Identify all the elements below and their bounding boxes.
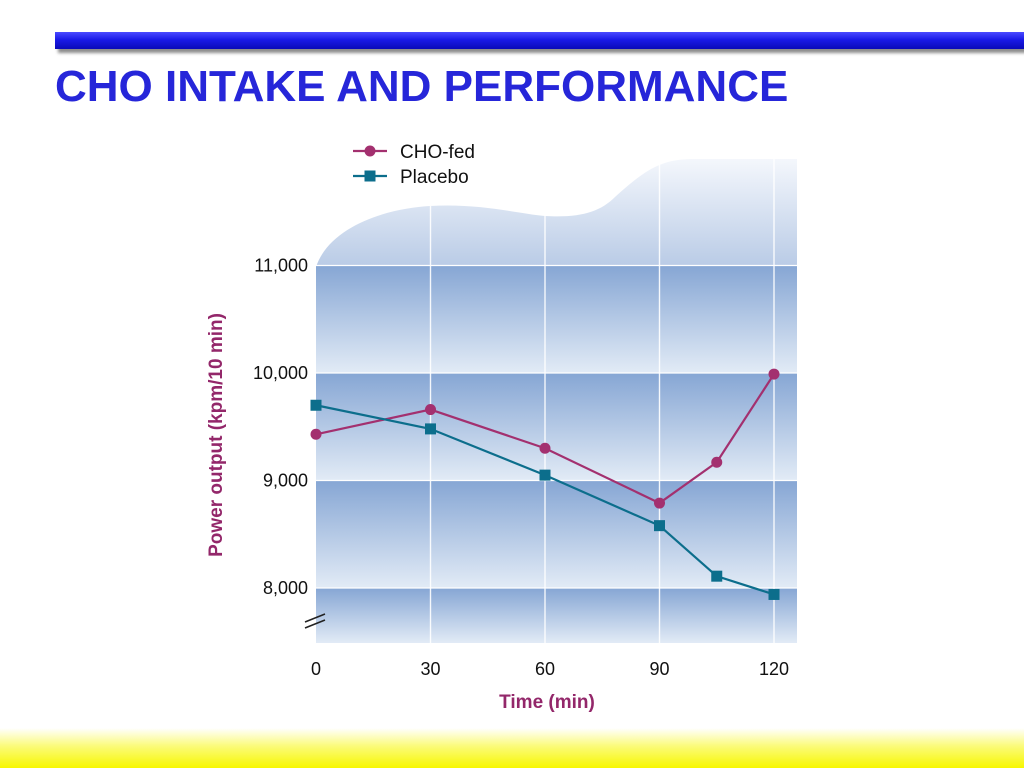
plot-band	[316, 265, 797, 373]
legend-marker	[364, 145, 376, 157]
x-tick-label: 90	[649, 659, 669, 679]
series-line	[315, 404, 775, 596]
legend-label: Placebo	[400, 167, 469, 188]
series-layer	[310, 368, 780, 600]
plot-band	[316, 373, 797, 481]
x-axis-title: Time (min)	[499, 692, 595, 713]
slide-title: CHO INTAKE AND PERFORMANCE	[55, 62, 789, 111]
data-point	[425, 423, 436, 435]
data-point	[711, 456, 723, 468]
legend-marker	[364, 170, 376, 182]
data-point	[768, 588, 780, 600]
x-tick-label: 60	[535, 659, 555, 679]
y-tick-label: 9,000	[263, 471, 308, 491]
x-tick-label: 120	[759, 659, 789, 679]
legend: CHO-fed Placebo	[353, 142, 475, 188]
legend-label: CHO-fed	[400, 142, 475, 163]
x-tick-label: 30	[420, 659, 440, 679]
axis-break-stroke	[304, 619, 326, 629]
title-rule-bar	[55, 32, 1024, 49]
plot-background	[316, 159, 797, 643]
plot-band	[316, 480, 797, 588]
series-line	[315, 373, 775, 505]
data-point	[711, 570, 723, 582]
y-axis-title: Power output (kpm/10 min)	[206, 313, 227, 557]
x-axis-tick-labels: 0 30 60 90 120	[311, 659, 789, 679]
x-tick-label: 0	[311, 659, 321, 679]
data-point	[310, 399, 322, 411]
plot-band	[316, 588, 797, 643]
data-point	[539, 442, 551, 454]
data-point	[654, 520, 665, 532]
data-point	[310, 428, 322, 440]
y-tick-label: 10,000	[253, 363, 308, 383]
data-point	[425, 404, 436, 416]
y-tick-label: 8,000	[263, 578, 308, 598]
plot-top-wave	[316, 159, 797, 267]
y-axis-tick-labels: 8,000 9,000 10,000 11,000	[253, 256, 308, 599]
data-point	[768, 368, 780, 380]
data-point	[539, 469, 551, 481]
data-point	[654, 497, 665, 509]
y-tick-label: 11,000	[254, 256, 308, 276]
footer-band	[0, 728, 1024, 768]
y-axis-break-mark	[304, 613, 326, 629]
axis-break-stroke	[304, 613, 326, 623]
